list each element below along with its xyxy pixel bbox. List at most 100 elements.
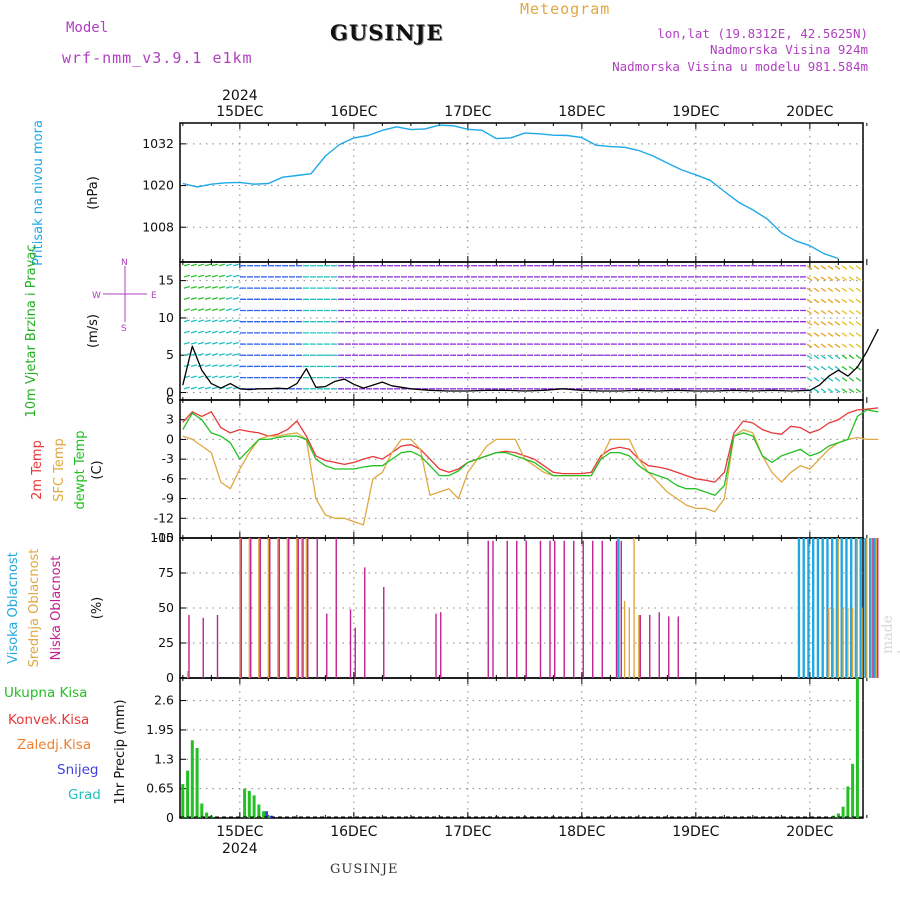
wind-vector [190,308,197,312]
temp-series-line-2 [182,409,879,496]
y-tick-label: 0 [166,385,174,400]
wind-vector [197,308,204,312]
wind-vector [197,386,204,390]
y-tick-label: 1008 [142,219,174,234]
wind-unit: (m/s) [86,314,101,348]
wind-vector [225,274,232,278]
precip-legend-label: Zaledj.Kisa [17,737,91,753]
top-year-label: 2024 [222,88,258,104]
precip-bar [195,748,199,818]
wind-vector [183,308,190,312]
wind-ylabel: 10m Vjetar Brzina i Pravac [24,245,39,418]
lonlat-info: lon,lat (19.8312E, 42.5625N) [657,26,868,41]
precip-bar [243,788,247,818]
wind-vector [190,297,197,300]
wind-vector [813,377,820,382]
wind-vector [190,364,197,368]
wind-vector [183,319,190,323]
wind-vector [232,297,239,300]
wind-vector [855,377,862,382]
wind-vector [183,386,190,390]
y-tick-label: 1020 [142,178,174,193]
precip-bar [181,784,185,818]
wind-vector [211,297,218,300]
y-tick-label: 1032 [142,136,174,151]
wind-vector [841,332,848,337]
top-day-label: 16DEC [330,104,377,120]
product-label: Meteogram [520,0,611,18]
wind-vector [190,274,197,278]
pressure-series-line [182,124,839,260]
precip-unit-group: 1hr Precip (mm) [113,699,128,804]
precip-bar [836,813,840,818]
wind-vector [211,274,218,278]
wind-vector [225,330,232,334]
wind-vector [848,343,855,349]
wind-vector [841,321,848,326]
wind-vector [204,341,211,345]
wind-vector [232,341,239,345]
cloud-unit-group: (%) [90,597,105,620]
wind-vector [218,341,225,345]
y-tick-label: 1.95 [146,722,174,737]
wind-vector [841,265,848,270]
y-tick-label: 75 [158,565,174,580]
wind-vector [820,388,827,393]
y-tick-label: 1.3 [154,751,174,766]
bottom-day-label: 16DEC [330,824,377,840]
wind-vector [834,343,841,349]
wind-vector [834,321,841,326]
wind-vector [855,276,862,281]
wind-vector [211,353,218,356]
wind-vector [834,309,841,315]
wind-vector [834,377,841,382]
y-tick-label: 6 [166,392,174,407]
wind-vector [204,319,211,323]
wind-vector [834,265,841,270]
wind-vector [827,287,834,293]
wind-vector [841,343,848,349]
wind-vector [197,285,204,289]
wind-unit-group: (m/s) [86,314,101,348]
precip-bar [252,795,256,818]
wind-vector [211,319,218,323]
wind-vector [855,287,862,293]
wind-vector [806,276,813,281]
wind-vector [204,375,211,379]
wind-vector [834,298,841,304]
wind-vector [204,297,211,300]
y-tick-label: -9 [162,491,175,506]
cloud-ylabel: Srednja Oblacnost [27,549,42,668]
precip-bar [265,811,269,818]
y-tick-label: -12 [154,510,174,525]
wind-vector [204,330,211,334]
wind-vector [211,263,218,267]
wind-vector [806,287,813,293]
wind-vector [834,287,841,293]
temp-ylabel: SFC Temp [52,438,67,502]
cloud-ylabel-group: Srednja Oblacnost [27,549,42,668]
wind-vector [848,276,855,281]
precip-bar [855,678,859,818]
wind-vector [183,263,190,267]
y-tick-label: 0 [166,810,174,825]
wind-vector [225,364,232,368]
wind-vector [827,321,834,326]
model-altitude-info: Nadmorska Visina u modelu 981.584m [612,59,868,74]
wind-vector [183,341,190,345]
wind-vector [225,319,232,323]
y-tick-label: 5 [166,347,174,362]
wind-ylabel-group: 10m Vjetar Brzina i Pravac [24,245,39,418]
wind-vector [806,298,813,304]
wind-vector [225,353,232,356]
wind-vector [848,298,855,304]
wind-vector [820,309,827,315]
temp-unit: (C) [90,460,105,479]
bottom-day-label: 18DEC [558,824,605,840]
panel-frame-pressure [179,122,864,263]
y-tick-label: -15 [154,530,174,545]
wind-vector [197,297,204,300]
wind-vector [827,354,834,360]
wind-vector [204,353,211,356]
